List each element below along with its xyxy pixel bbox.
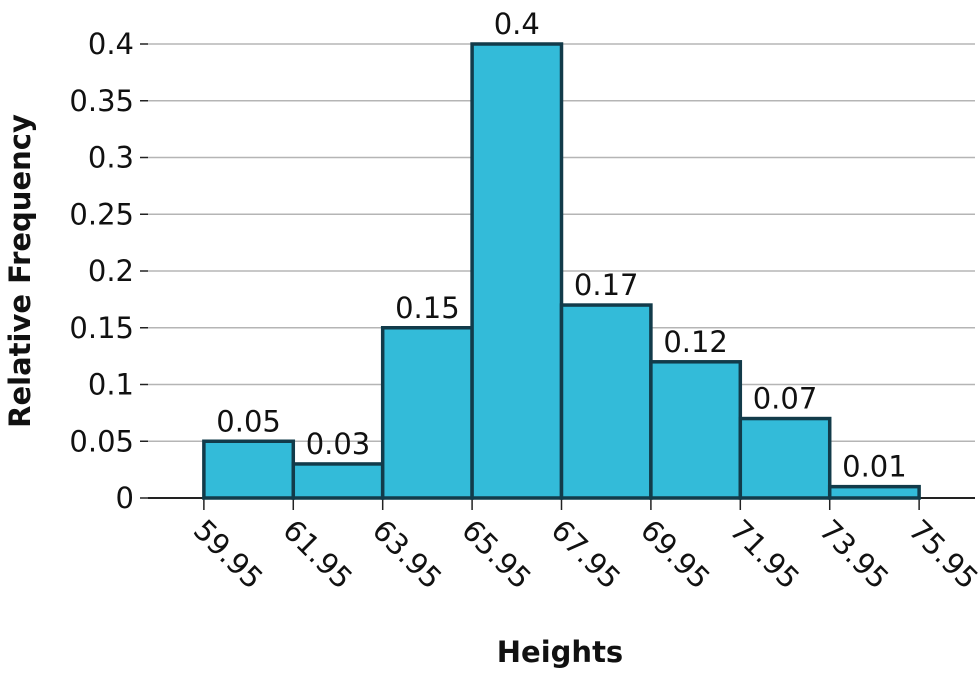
x-tick-label: 63.95 bbox=[366, 513, 449, 596]
y-tick-label: 0.1 bbox=[88, 368, 134, 402]
bar bbox=[738, 416, 832, 500]
y-tick-label: 0.3 bbox=[88, 141, 134, 175]
bar bbox=[380, 326, 474, 500]
data-label: 0.05 bbox=[216, 404, 281, 438]
y-axis-title: Relative Frequency bbox=[3, 114, 37, 428]
y-tick-label: 0 bbox=[116, 481, 134, 515]
y-tick-label: 0.35 bbox=[69, 84, 134, 118]
x-axis-title: Heights bbox=[497, 635, 623, 669]
x-tick-label: 69.95 bbox=[634, 513, 717, 596]
data-label: 0.15 bbox=[395, 291, 460, 325]
x-tick-label: 59.95 bbox=[187, 513, 270, 596]
bar bbox=[827, 484, 921, 500]
bar bbox=[202, 439, 296, 500]
data-label: 0.12 bbox=[663, 325, 728, 359]
x-tick-label: 71.95 bbox=[723, 513, 806, 596]
y-tick-label: 0.05 bbox=[69, 424, 134, 458]
data-label: 0.01 bbox=[842, 450, 907, 484]
x-tick-label: 75.95 bbox=[902, 513, 980, 596]
x-tick-label: 67.95 bbox=[545, 513, 628, 596]
y-tick-label: 0.15 bbox=[69, 311, 134, 345]
bar bbox=[470, 42, 564, 500]
x-tick-label: 73.95 bbox=[813, 513, 896, 596]
x-tick-label: 61.95 bbox=[276, 513, 359, 596]
data-label: 0.07 bbox=[753, 382, 818, 416]
y-tick-label: 0.4 bbox=[88, 27, 134, 61]
y-tick-label: 0.25 bbox=[69, 197, 134, 231]
y-tick-label: 0.2 bbox=[88, 254, 134, 288]
bar bbox=[291, 462, 385, 500]
data-label: 0.17 bbox=[574, 268, 639, 302]
x-tick-label: 65.95 bbox=[455, 513, 538, 596]
bar bbox=[649, 360, 743, 500]
data-label: 0.4 bbox=[494, 7, 540, 41]
data-label: 0.03 bbox=[306, 427, 371, 461]
bar bbox=[559, 303, 653, 500]
